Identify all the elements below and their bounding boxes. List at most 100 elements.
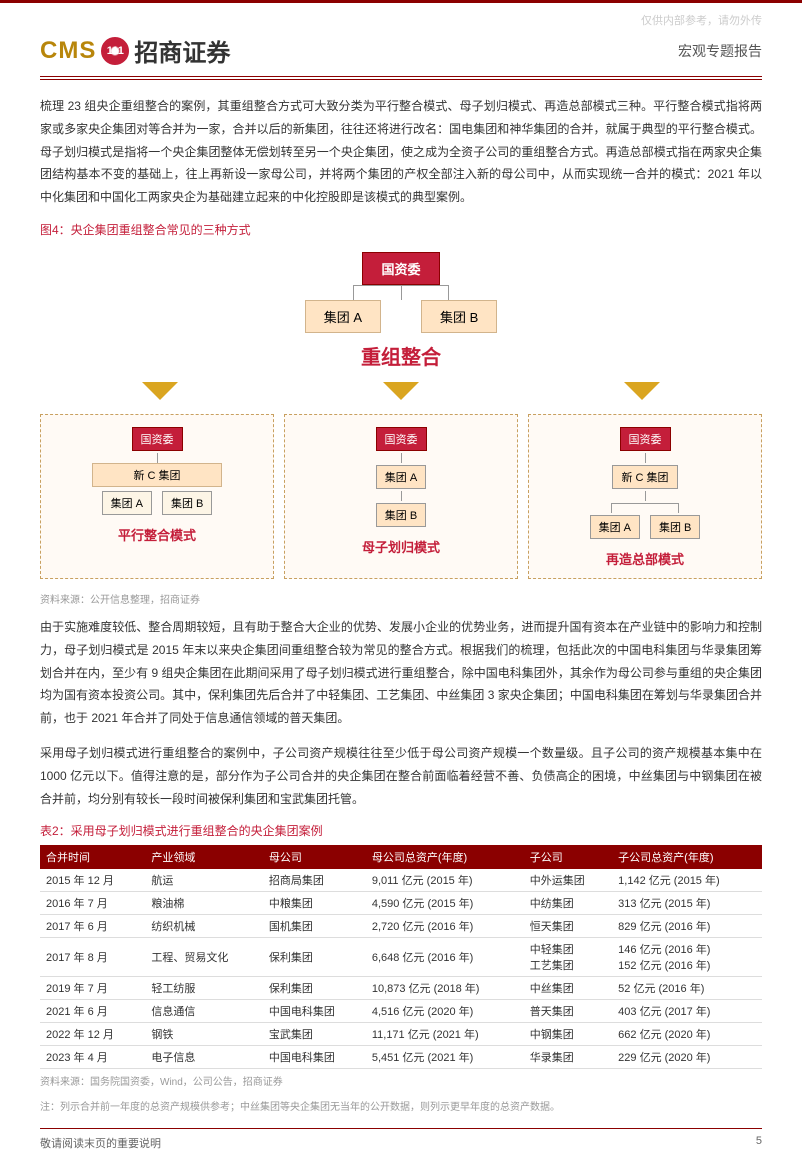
- table-cell: 2019 年 7 月: [40, 977, 145, 1000]
- connector-line: [645, 491, 646, 501]
- table-cell: 中外运集团: [524, 869, 612, 892]
- table-cell: 2,720 亿元 (2016 年): [366, 915, 524, 938]
- paragraph-2: 由于实施难度较低、整合周期较短，且有助于整合大企业的优势、发展小企业的优势业务，…: [40, 616, 762, 730]
- mode3-title: 再造总部模式: [606, 549, 684, 568]
- table-cell: 粮油棉: [145, 892, 262, 915]
- merge-label: 重组整合: [361, 341, 441, 370]
- table-cell: 2016 年 7 月: [40, 892, 145, 915]
- arrow-down-icon: [624, 382, 660, 400]
- page-number: 5: [756, 1135, 762, 1151]
- table-cell: 工程、贸易文化: [145, 938, 262, 977]
- table-header-cell: 合并时间: [40, 845, 145, 869]
- table-cell: 2023 年 4 月: [40, 1046, 145, 1069]
- table-cell: 2017 年 6 月: [40, 915, 145, 938]
- table-row: 2023 年 4 月电子信息中国电科集团5,451 亿元 (2021 年)华录集…: [40, 1046, 762, 1069]
- mode1-title: 平行整合模式: [118, 525, 196, 544]
- arrows-row: [40, 382, 762, 400]
- page: CMS 111 招商证券 宏观专题报告 梳理 23 组央企重组整合的案例，其重组…: [0, 0, 802, 1171]
- table-cell: 5,451 亿元 (2021 年): [366, 1046, 524, 1069]
- table-cell: 国机集团: [263, 915, 366, 938]
- table-row: 2016 年 7 月粮油棉中粮集团4,590 亿元 (2015 年)中纺集团31…: [40, 892, 762, 915]
- table-body: 2015 年 12 月航运招商局集团9,011 亿元 (2015 年)中外运集团…: [40, 869, 762, 1069]
- table-cell: 11,171 亿元 (2021 年): [366, 1023, 524, 1046]
- connector-line: [401, 285, 402, 300]
- connector-line: [353, 285, 449, 286]
- table-header-cell: 子公司: [524, 845, 612, 869]
- logo-area: CMS 111 招商证券: [40, 33, 230, 68]
- table-row: 2021 年 6 月信息通信中国电科集团4,516 亿元 (2020 年)普天集…: [40, 1000, 762, 1023]
- table2-note: 注：列示合并前一年度的总资产规模供参考；中丝集团等央企集团无当年的公开数据，则列…: [40, 1098, 762, 1113]
- connector-line: [645, 453, 646, 463]
- sub-row: 集团 A 集团 B: [588, 513, 703, 541]
- group-a-mini: 集团 A: [376, 465, 426, 489]
- group-a-box: 集团 A: [305, 300, 381, 333]
- table-cell: 662 亿元 (2020 年): [612, 1023, 762, 1046]
- mode-2-parent-child: 国资委 集团 A 集团 B 母子划归模式: [284, 414, 518, 579]
- table-cell: 4,590 亿元 (2015 年): [366, 892, 524, 915]
- table-cell: 52 亿元 (2016 年): [612, 977, 762, 1000]
- table-cell: 中钢集团: [524, 1023, 612, 1046]
- table-row: 2019 年 7 月轻工纺服保利集团10,873 亿元 (2018 年)中丝集团…: [40, 977, 762, 1000]
- table-cell: 403 亿元 (2017 年): [612, 1000, 762, 1023]
- table-cell: 10,873 亿元 (2018 年): [366, 977, 524, 1000]
- table-cell: 2022 年 12 月: [40, 1023, 145, 1046]
- table-cell: 313 亿元 (2015 年): [612, 892, 762, 915]
- table-header-cell: 子公司总资产(年度): [612, 845, 762, 869]
- table-row: 2017 年 6 月纺织机械国机集团2,720 亿元 (2016 年)恒天集团8…: [40, 915, 762, 938]
- table-cell: 航运: [145, 869, 262, 892]
- table-cell: 电子信息: [145, 1046, 262, 1069]
- table-header-cell: 母公司: [263, 845, 366, 869]
- table2-title: 表2：采用母子划归模式进行重组整合的央企集团案例: [40, 822, 762, 839]
- group-b-mini: 集团 B: [650, 515, 700, 539]
- mode-1-parallel: 国资委 新 C 集团 集团 A 集团 B 平行整合模式: [40, 414, 274, 579]
- group-a-mini: 集团 A: [102, 491, 152, 515]
- sasac-box: 国资委: [362, 252, 439, 285]
- table-header-row: 合并时间产业领域母公司母公司总资产(年度)子公司子公司总资产(年度): [40, 845, 762, 869]
- table-cell: 纺织机械: [145, 915, 262, 938]
- table-cell: 229 亿元 (2020 年): [612, 1046, 762, 1069]
- table-cell: 华录集团: [524, 1046, 612, 1069]
- group-b-mini: 集团 B: [162, 491, 212, 515]
- three-modes-row: 国资委 新 C 集团 集团 A 集团 B 平行整合模式 国资委 集团 A 集团 …: [40, 414, 762, 579]
- arrow-down-icon: [383, 382, 419, 400]
- connector-line: [401, 491, 402, 501]
- new-c-mini: 新 C 集团: [612, 465, 677, 489]
- header-divider: [40, 76, 762, 80]
- table-row: 2015 年 12 月航运招商局集团9,011 亿元 (2015 年)中外运集团…: [40, 869, 762, 892]
- paragraph-1: 梳理 23 组央企重组整合的案例，其重组整合方式可大致分类为平行整合模式、母子划…: [40, 95, 762, 209]
- table-cell: 9,011 亿元 (2015 年): [366, 869, 524, 892]
- group-b-mini: 集团 B: [376, 503, 426, 527]
- group-b-box: 集团 B: [421, 300, 497, 333]
- table-cell: 2021 年 6 月: [40, 1000, 145, 1023]
- table-cell: 1,142 亿元 (2015 年): [612, 869, 762, 892]
- logo-en: CMS: [40, 37, 96, 65]
- figure4-source: 资料来源：公开信息整理，招商证券: [40, 591, 762, 606]
- table-cell: 中轻集团 工艺集团: [524, 938, 612, 977]
- sasac-mini: 国资委: [620, 427, 671, 451]
- table-cell: 轻工纺服: [145, 977, 262, 1000]
- table-cell: 中粮集团: [263, 892, 366, 915]
- table-cell: 中国电科集团: [263, 1046, 366, 1069]
- table-cell: 829 亿元 (2016 年): [612, 915, 762, 938]
- mode-3-new-hq: 国资委 新 C 集团 集团 A 集团 B 再造总部模式: [528, 414, 762, 579]
- footer-disclaimer: 敬请阅读末页的重要说明: [40, 1135, 161, 1151]
- table-row: 2017 年 8 月工程、贸易文化保利集团6,648 亿元 (2016 年)中轻…: [40, 938, 762, 977]
- table-2: 合并时间产业领域母公司母公司总资产(年度)子公司子公司总资产(年度) 2015 …: [40, 845, 762, 1069]
- logo-badge-icon: 111: [101, 37, 129, 65]
- page-footer: 敬请阅读末页的重要说明 5: [40, 1128, 762, 1151]
- table-cell: 4,516 亿元 (2020 年): [366, 1000, 524, 1023]
- table-cell: 2015 年 12 月: [40, 869, 145, 892]
- table-cell: 保利集团: [263, 938, 366, 977]
- table-cell: 恒天集团: [524, 915, 612, 938]
- connector-line: [157, 453, 158, 463]
- table-cell: 保利集团: [263, 977, 366, 1000]
- table-cell: 宝武集团: [263, 1023, 366, 1046]
- header: CMS 111 招商证券 宏观专题报告: [40, 33, 762, 68]
- table-row: 2022 年 12 月钢铁宝武集团11,171 亿元 (2021 年)中钢集团6…: [40, 1023, 762, 1046]
- table-header-cell: 产业领域: [145, 845, 262, 869]
- group-pair: 集团 A 集团 B: [305, 300, 498, 333]
- figure4-diagram: 国资委 集团 A 集团 B 重组整合 国资委 新 C 集团 集团 A 集团 B …: [40, 244, 762, 587]
- watermark: 仅供内部参考，请勿外传: [641, 12, 762, 28]
- sasac-mini: 国资委: [376, 427, 427, 451]
- report-type: 宏观专题报告: [678, 41, 762, 61]
